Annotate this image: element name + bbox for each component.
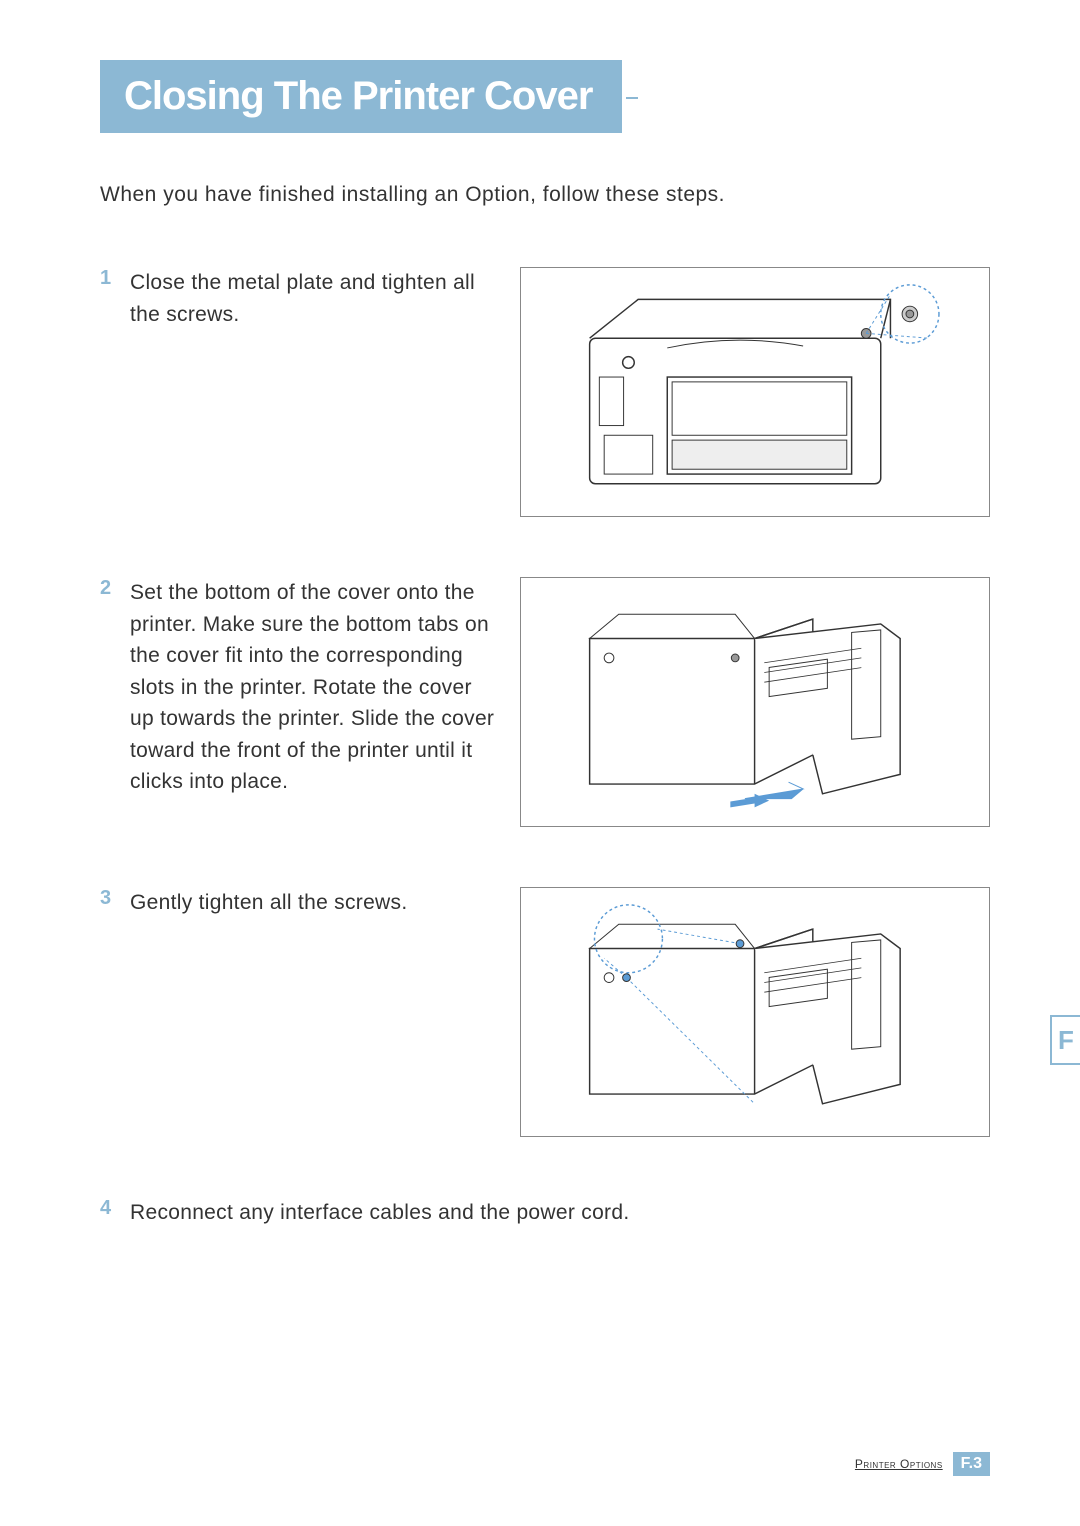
step-text-col: 4 Reconnect any interface cables and the… [100,1197,990,1229]
step-text: Gently tighten all the screws. [130,887,407,919]
step-diagram [520,887,990,1137]
printer-side-diagram [544,590,965,813]
step-text-col: 1 Close the metal plate and tighten all … [100,267,500,330]
printer-screws-diagram [544,900,965,1123]
step-number: 3 [100,887,118,919]
step-row: 3 Gently tighten all the screws. [100,887,990,1137]
footer-section-label: Printer Options [855,1457,943,1471]
step-number: 4 [100,1197,118,1229]
step-text: Reconnect any interface cables and the p… [130,1197,629,1229]
page-title-banner: Closing The Printer Cover [100,60,622,133]
step-diagram [520,267,990,517]
section-tab: F [1050,1015,1080,1065]
step-number: 2 [100,577,118,798]
footer-page-number: F.3 [953,1452,990,1476]
step-text: Close the metal plate and tighten all th… [130,267,500,330]
step-diagram [520,577,990,827]
page-title: Closing The Printer Cover [124,74,592,118]
step-row: 1 Close the metal plate and tighten all … [100,267,990,517]
step-text-col: 3 Gently tighten all the screws. [100,887,500,919]
step-number: 1 [100,267,118,330]
section-tab-label: F [1058,1025,1074,1056]
step-row: 4 Reconnect any interface cables and the… [100,1197,990,1229]
step-text: Set the bottom of the cover onto the pri… [130,577,500,798]
step-text-col: 2 Set the bottom of the cover onto the p… [100,577,500,798]
step-row: 2 Set the bottom of the cover onto the p… [100,577,990,827]
page-footer: Printer Options F.3 [855,1452,990,1476]
intro-text: When you have finished installing an Opt… [100,183,990,207]
printer-back-diagram [544,280,965,503]
